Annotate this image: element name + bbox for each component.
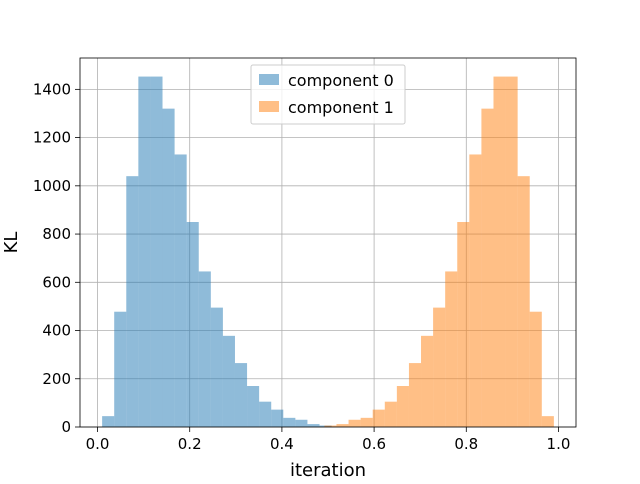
histogram-bar-component-0 <box>186 222 199 427</box>
histogram-bar-component-0 <box>138 76 151 427</box>
histogram-bar-component-1 <box>445 271 458 427</box>
histogram-bar-component-0 <box>102 416 115 427</box>
y-tick-label: 1000 <box>33 177 71 195</box>
y-tick-label: 400 <box>42 322 71 340</box>
x-tick-label: 0.2 <box>178 435 202 453</box>
histogram-bar-component-1 <box>457 222 470 427</box>
histogram-bar-component-1 <box>384 401 397 427</box>
histogram-bar-component-0 <box>234 363 248 427</box>
histogram-bar-component-0 <box>174 154 187 427</box>
histogram-bar-component-1 <box>360 417 373 427</box>
x-axis-label: iteration <box>290 460 366 480</box>
legend-box <box>250 64 406 125</box>
y-tick-label: 600 <box>42 273 71 291</box>
x-tick-label: 0.4 <box>270 435 294 453</box>
ticks-layer: 0.0 0.2 0.4 0.6 0.8 1.0 0 200 400 600 800 1000 1200 1… <box>33 80 571 453</box>
x-tick-label: 0.0 <box>86 435 110 453</box>
histogram-bar-component-1 <box>469 154 482 427</box>
legend-swatch-component-1 <box>259 101 279 112</box>
histogram-bar-component-1 <box>324 425 337 427</box>
legend-label-component-0: component 0 <box>288 71 394 90</box>
histogram-bar-component-0 <box>283 417 296 427</box>
legend: component 0 component 1 <box>250 64 406 125</box>
y-axis-label: KL <box>1 232 22 254</box>
x-tick-label: 1.0 <box>547 435 571 453</box>
histogram-bar-component-0 <box>271 409 284 427</box>
y-tick-label: 200 <box>42 370 71 388</box>
histogram-bar-component-1 <box>421 335 434 427</box>
y-tick-label: 1200 <box>33 129 71 147</box>
x-tick-label: 0.6 <box>362 435 386 453</box>
x-tick-label: 0.8 <box>454 435 478 453</box>
histogram-bar-component-1 <box>336 424 349 427</box>
y-tick-label: 1400 <box>33 80 71 98</box>
histogram-bar-component-1 <box>541 416 554 427</box>
histogram-bar-component-0 <box>259 401 272 427</box>
histogram-bar-component-0 <box>295 419 308 427</box>
histogram-bar-component-1 <box>348 419 361 427</box>
histogram-bar-component-1 <box>408 363 422 427</box>
histogram-bar-component-1 <box>433 307 446 427</box>
histogram-bar-component-0 <box>162 108 175 427</box>
legend-swatch-component-0 <box>259 74 279 85</box>
histogram-bar-component-0 <box>198 271 211 427</box>
histogram-bar-component-1 <box>372 409 385 427</box>
y-tick-label: 0 <box>61 418 71 436</box>
histogram-bar-component-0 <box>222 335 235 427</box>
legend-label-component-1: component 1 <box>288 98 394 117</box>
histogram-bar-component-1 <box>481 108 494 427</box>
histogram-bar-component-1 <box>505 76 518 427</box>
y-tick-label: 800 <box>42 225 71 243</box>
bars-layer <box>102 76 554 427</box>
histogram-bar-component-0 <box>126 176 139 427</box>
histogram-bar-component-0 <box>247 386 260 427</box>
histogram-bar-component-1 <box>493 76 506 427</box>
histogram-bar-component-0 <box>307 424 320 427</box>
histogram-bar-component-1 <box>517 176 530 427</box>
histogram-bar-component-0 <box>150 76 163 427</box>
histogram-bar-component-0 <box>114 311 127 427</box>
plot-frame <box>79 57 577 428</box>
histogram-bar-component-0 <box>210 307 223 427</box>
histogram-bar-component-1 <box>396 386 409 427</box>
histogram-bar-component-1 <box>529 311 542 427</box>
